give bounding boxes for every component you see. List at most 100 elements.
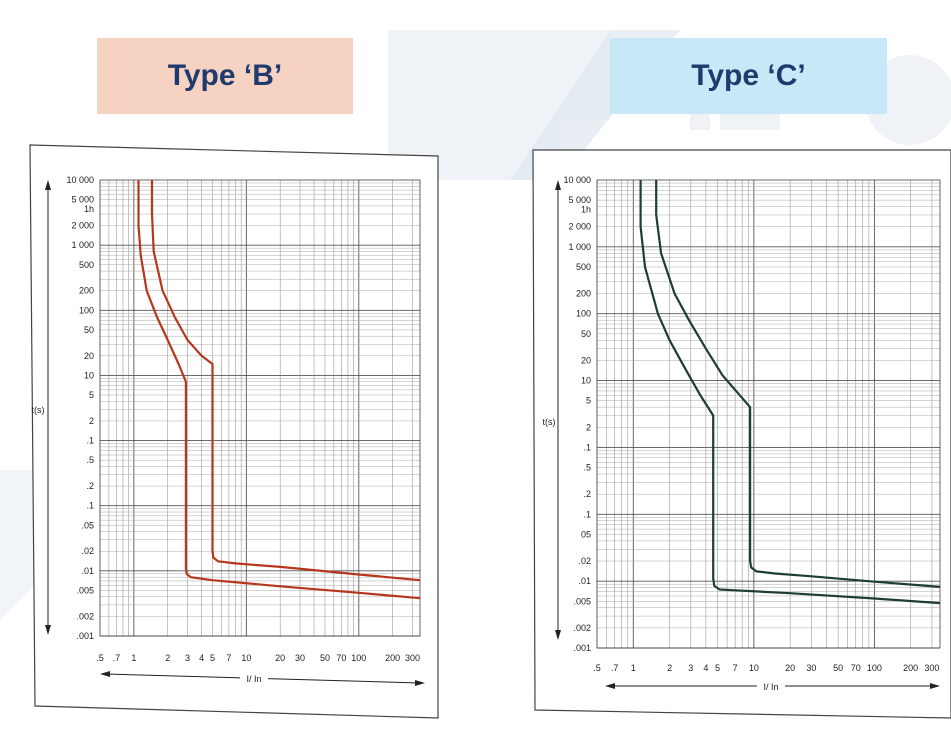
chart-c-y-tick-label: .002 xyxy=(573,623,591,633)
chart-c-y-tick-label: 5 xyxy=(586,396,591,406)
chart-c-y-tick-label: 100 xyxy=(576,309,591,319)
chart-b-y-tick-label: .001 xyxy=(76,631,94,641)
chart-b-y-arrow-head-bottom xyxy=(45,625,51,635)
chart-b-y-tick-label: .2 xyxy=(86,481,94,491)
chart-b-plot-frame xyxy=(99,179,421,637)
chart-b-x-arrow-head-left xyxy=(100,671,110,677)
chart-b-x-tick-label: 2 xyxy=(165,653,170,663)
chart-b-x-tick-label: 10 xyxy=(241,653,251,663)
chart-c-x-tick-label: 100 xyxy=(867,663,882,673)
chart-c-x-tick-label: 4 xyxy=(703,663,708,673)
chart-b-xlabel: I/ In xyxy=(246,674,261,684)
chart-c-y-tick-label: 10 xyxy=(581,376,591,386)
chart-b-xlabel-bg xyxy=(240,671,268,685)
chart-b-y-tick-label: .01 xyxy=(81,566,94,576)
chart-b-y-tick-label: 5 xyxy=(89,390,94,400)
chart-c-x-arrow-head-left xyxy=(605,683,615,689)
chart-b-x-arrow-head-right xyxy=(415,680,425,686)
chart-c-x-tick-label: 200 xyxy=(903,663,918,673)
chart-b-y-tick-label: 10 000 xyxy=(66,175,94,185)
chart-b-x-tick-label: 7 xyxy=(226,653,231,663)
chart-c-x-tick-label: 300 xyxy=(924,663,939,673)
chart-c-y-tick-label: .02 xyxy=(578,556,591,566)
chart-b-y-tick-label: 5 000 xyxy=(71,195,94,205)
chart-c-x-tick-label: 50 xyxy=(833,663,843,673)
chart-b-y-tick-label: .1 xyxy=(86,501,94,511)
chart-c-y-tick-label: 2 000 xyxy=(568,222,591,232)
chart-b-x-tick-label: 20 xyxy=(275,653,285,663)
chart-c-y-tick-label: 05 xyxy=(581,529,591,539)
chart-c-series-2-line xyxy=(655,180,941,588)
chart-b-y-tick-label: .005 xyxy=(76,585,94,595)
chart-c-y-tick-label: 10 000 xyxy=(563,175,591,185)
chart-c-ylabel: t(s) xyxy=(543,417,556,427)
chart-c-y-tick-label: .1 xyxy=(583,509,591,519)
chart-c-grid xyxy=(596,179,941,649)
chart-b-y-tick-label: 2 000 xyxy=(71,221,94,231)
chart-c-x-tick-label: 70 xyxy=(851,663,861,673)
chart-b-series-1-line xyxy=(137,180,421,600)
chart-b-x-tick-label: 30 xyxy=(295,653,305,663)
chart-c-plot-frame xyxy=(596,179,941,649)
chart-c-y-tick-label: 1 000 xyxy=(568,242,591,252)
chart-c-y-arrow-head-top xyxy=(555,180,561,190)
chart-b-x-tick-label: 50 xyxy=(320,653,330,663)
chart-b-x-tick-label: 1 xyxy=(131,653,136,663)
chart-b-y-tick-label: 2 xyxy=(89,416,94,426)
chart-b-y-tick-label: .05 xyxy=(81,520,94,530)
chart-c-x-tick-label: .7 xyxy=(611,663,619,673)
chart-b-y-tick-label: .002 xyxy=(76,611,94,621)
chart-c-y-tick-label: 200 xyxy=(576,289,591,299)
chart-c-xlabel-bg xyxy=(757,679,785,693)
chart-b-y-tick-label: 20 xyxy=(84,351,94,361)
chart-c-y-tick-label: .2 xyxy=(583,489,591,499)
chart-c-y-tick-label: 50 xyxy=(581,329,591,339)
chart-c-y-tick-label: 20 xyxy=(581,355,591,365)
chart-c-curves xyxy=(639,180,941,605)
chart-c-y-tick-label: 2 xyxy=(586,422,591,432)
chart-b-y-tick-label: 10 xyxy=(84,370,94,380)
chart-b-paper xyxy=(29,144,439,719)
chart-c-y-tick-label: 1h xyxy=(581,205,591,215)
chart-b-y-tick-label: 1h xyxy=(84,204,94,214)
chart-b-ylabel: t(s) xyxy=(32,405,45,415)
chart-c-x-tick-label: 2 xyxy=(667,663,672,673)
chart-b-curves xyxy=(137,180,421,600)
chart-b-x-tick-label: .7 xyxy=(113,653,121,663)
chart-c-x-tick-label: .5 xyxy=(593,663,601,673)
chart-c-x-tick-label: 30 xyxy=(806,663,816,673)
chart-c-xlabel: I/ In xyxy=(763,682,778,692)
chart-c-y-tick-label: .001 xyxy=(573,643,591,653)
chart-c-y-arrow-head-bottom xyxy=(555,630,561,640)
chart-b-y-tick-label: 500 xyxy=(79,260,94,270)
chart-c-y-tick-label: .005 xyxy=(573,596,591,606)
chart-c-x-tick-label: 1 xyxy=(631,663,636,673)
chart-c-x-tick-label: 20 xyxy=(785,663,795,673)
chart-b-y-tick-label: 200 xyxy=(79,286,94,296)
chart-c-x-tick-label: 5 xyxy=(715,663,720,673)
chart-c-y-tick-label: 5 000 xyxy=(568,195,591,205)
chart-b-y-tick-label: .1 xyxy=(86,436,94,446)
type-c-title: Type ‘C’ xyxy=(610,38,887,114)
chart-b-y-arrow-head-top xyxy=(45,180,51,190)
chart-c-x-tick-label: 10 xyxy=(749,663,759,673)
chart-b-x-tick-label: 4 xyxy=(199,653,204,663)
chart-c-x-tick-label: 7 xyxy=(733,663,738,673)
chart-b-y-tick-label: .5 xyxy=(86,455,94,465)
chart-b-x-tick-label: 70 xyxy=(336,653,346,663)
chart-b-x-tick-label: .5 xyxy=(96,653,104,663)
chart-b-y-tick-label: 1 000 xyxy=(71,240,94,250)
chart-b-series-2-line xyxy=(150,180,421,582)
chart-c-series-1-line xyxy=(639,180,941,605)
chart-c-y-tick-label: 500 xyxy=(576,262,591,272)
chart-b-x-tick-label: 3 xyxy=(185,653,190,663)
chart-c-y-tick-label: .1 xyxy=(583,442,591,452)
chart-b-x-tick-label: 200 xyxy=(385,653,400,663)
chart-b-y-tick-label: 50 xyxy=(84,325,94,335)
chart-b-x-tick-label: 100 xyxy=(351,653,366,663)
chart-c-y-tick-label: .01 xyxy=(578,576,591,586)
